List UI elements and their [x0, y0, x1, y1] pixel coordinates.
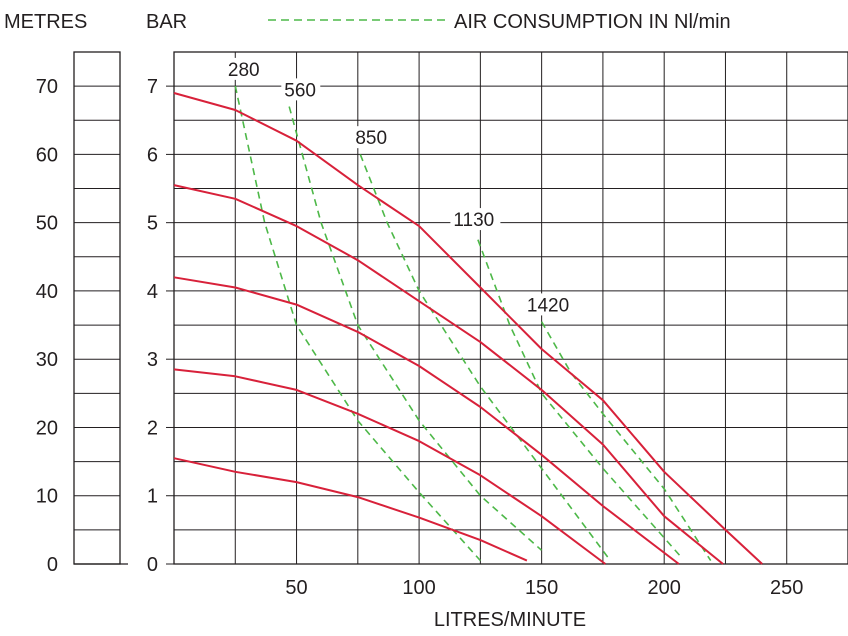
bar-tick-label: 4 [147, 281, 158, 303]
air-consumption-labels: 280 560 850 1130 1420 [224, 57, 574, 316]
air-consumption-label: 1420 [527, 295, 569, 316]
metres-axis-title: METRES [4, 11, 87, 33]
x-tick-label: 200 [647, 577, 680, 599]
air-label-backing [224, 57, 264, 80]
air-label-backing [523, 293, 574, 316]
metres-column-frame [73, 51, 121, 565]
x-tick-label: 50 [285, 577, 307, 599]
performance-curve [173, 368, 606, 565]
legend-label: AIR CONSUMPTION IN Nl/min [454, 11, 731, 33]
metres-tick-label: 70 [36, 76, 58, 98]
air-label-backing [450, 208, 501, 231]
metres-tick-label: 0 [47, 554, 58, 576]
metres-tick-label: 60 [36, 144, 58, 166]
x-tick-label: 100 [402, 577, 435, 599]
metres-tick-label: 30 [36, 349, 58, 371]
bar-tick-label: 1 [147, 486, 158, 508]
performance-curve [173, 92, 763, 565]
bar-tick-label: 7 [147, 76, 158, 98]
air-consumption-label: 1130 [453, 210, 494, 231]
plot-frame [173, 51, 848, 565]
metres-tick-label: 20 [36, 417, 58, 439]
performance-curve [173, 276, 680, 565]
metres-tick-label: 50 [36, 213, 58, 235]
air-consumption-label: 850 [355, 128, 387, 149]
metres-tick-label: 10 [36, 486, 58, 508]
plot-grid [166, 51, 848, 565]
air-consumption-label: 560 [284, 80, 316, 101]
air-consumption-label: 280 [228, 60, 260, 81]
air-consumption-line [477, 239, 682, 558]
bar-tick-label: 5 [147, 213, 158, 235]
performance-curve [173, 457, 528, 562]
performance-curves [173, 92, 763, 565]
x-axis-title: LITRES/MINUTE [434, 609, 586, 631]
air-label-backing [352, 126, 392, 149]
bar-axis-title: BAR [146, 11, 187, 33]
air-consumption-lines [234, 85, 712, 562]
x-tick-label: 250 [770, 577, 803, 599]
air-consumption-line [359, 154, 609, 558]
performance-curve [173, 184, 724, 565]
air-label-backing [281, 78, 321, 101]
bar-tick-label: 6 [147, 144, 158, 166]
header: METRES BAR AIR CONSUMPTION IN Nl/min [4, 11, 731, 33]
metres-scale-column [73, 51, 128, 565]
bar-tick-label: 0 [147, 554, 158, 576]
air-consumption-line [288, 106, 543, 551]
metres-tick-label: 40 [36, 281, 58, 303]
bar-tick-label: 3 [147, 349, 158, 371]
x-tick-label: 150 [525, 577, 558, 599]
air-consumption-line [234, 85, 481, 562]
air-consumption-line [540, 321, 712, 562]
bar-tick-label: 2 [147, 417, 158, 439]
